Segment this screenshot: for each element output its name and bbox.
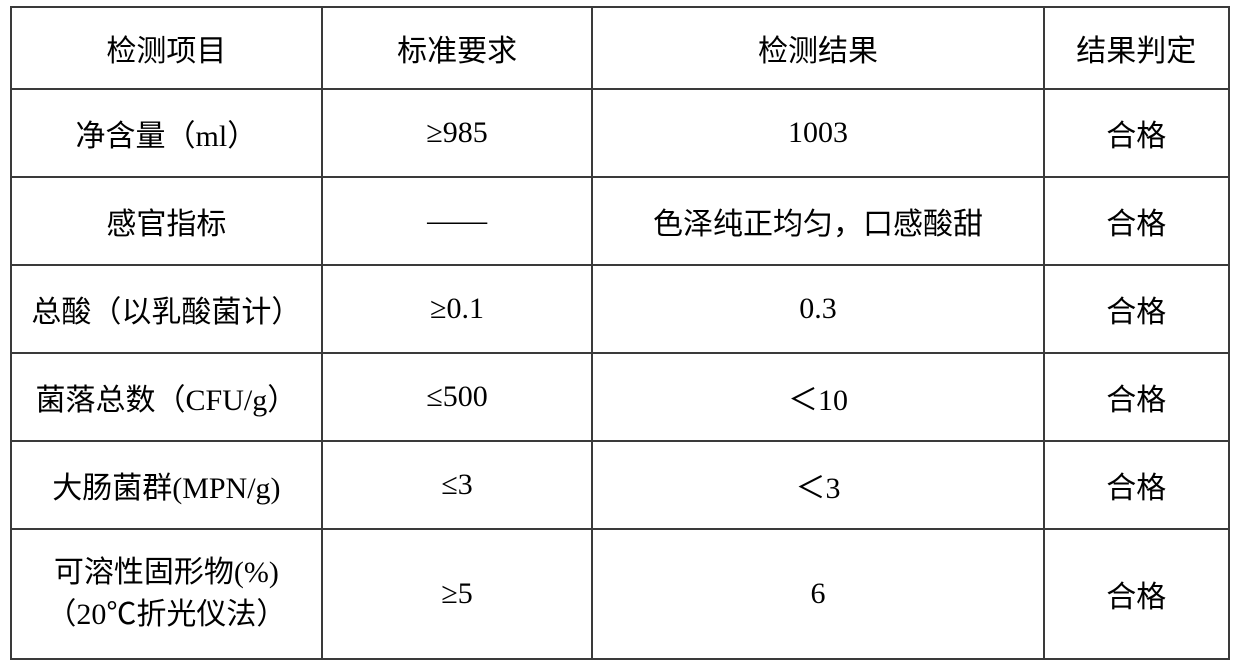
cell-result: 6 bbox=[592, 529, 1043, 659]
cell-item: 可溶性固形物(%) （20℃折光仪法） bbox=[11, 529, 322, 659]
cell-standard: ≥0.1 bbox=[322, 265, 593, 353]
cell-result: ＜3 bbox=[592, 441, 1043, 529]
table-header-row: 检测项目 标准要求 检测结果 结果判定 bbox=[11, 7, 1229, 89]
inspection-table-container: 检测项目 标准要求 检测结果 结果判定 净含量（ml） ≥985 1003 合格… bbox=[0, 0, 1240, 594]
cell-item: 菌落总数（CFU/g） bbox=[11, 353, 322, 441]
header-result: 检测结果 bbox=[592, 7, 1043, 89]
inspection-table: 检测项目 标准要求 检测结果 结果判定 净含量（ml） ≥985 1003 合格… bbox=[10, 6, 1230, 660]
header-standard: 标准要求 bbox=[322, 7, 593, 89]
cell-judge: 合格 bbox=[1044, 353, 1229, 441]
cell-judge: 合格 bbox=[1044, 89, 1229, 177]
cell-standard: ≥985 bbox=[322, 89, 593, 177]
cell-standard: —— bbox=[322, 177, 593, 265]
table-row: 菌落总数（CFU/g） ≤500 ＜10 合格 bbox=[11, 353, 1229, 441]
table-row: 总酸（以乳酸菌计） ≥0.1 0.3 合格 bbox=[11, 265, 1229, 353]
cell-result: 色泽纯正均匀，口感酸甜 bbox=[592, 177, 1043, 265]
cell-item-line2: （20℃折光仪法） bbox=[16, 594, 317, 636]
cell-item: 净含量（ml） bbox=[11, 89, 322, 177]
cell-item: 总酸（以乳酸菌计） bbox=[11, 265, 322, 353]
cell-standard: ≤500 bbox=[322, 353, 593, 441]
cell-item-line1: 可溶性固形物(%) bbox=[16, 552, 317, 594]
table-row: 感官指标 —— 色泽纯正均匀，口感酸甜 合格 bbox=[11, 177, 1229, 265]
cell-standard: ≤3 bbox=[322, 441, 593, 529]
header-item: 检测项目 bbox=[11, 7, 322, 89]
cell-item: 感官指标 bbox=[11, 177, 322, 265]
cell-judge: 合格 bbox=[1044, 441, 1229, 529]
cell-result: ＜10 bbox=[592, 353, 1043, 441]
cell-result: 0.3 bbox=[592, 265, 1043, 353]
table-row: 可溶性固形物(%) （20℃折光仪法） ≥5 6 合格 bbox=[11, 529, 1229, 659]
header-judge: 结果判定 bbox=[1044, 7, 1229, 89]
cell-judge: 合格 bbox=[1044, 529, 1229, 659]
cell-item: 大肠菌群(MPN/g) bbox=[11, 441, 322, 529]
cell-judge: 合格 bbox=[1044, 177, 1229, 265]
cell-judge: 合格 bbox=[1044, 265, 1229, 353]
cell-standard: ≥5 bbox=[322, 529, 593, 659]
cell-result: 1003 bbox=[592, 89, 1043, 177]
table-row: 大肠菌群(MPN/g) ≤3 ＜3 合格 bbox=[11, 441, 1229, 529]
table-row: 净含量（ml） ≥985 1003 合格 bbox=[11, 89, 1229, 177]
